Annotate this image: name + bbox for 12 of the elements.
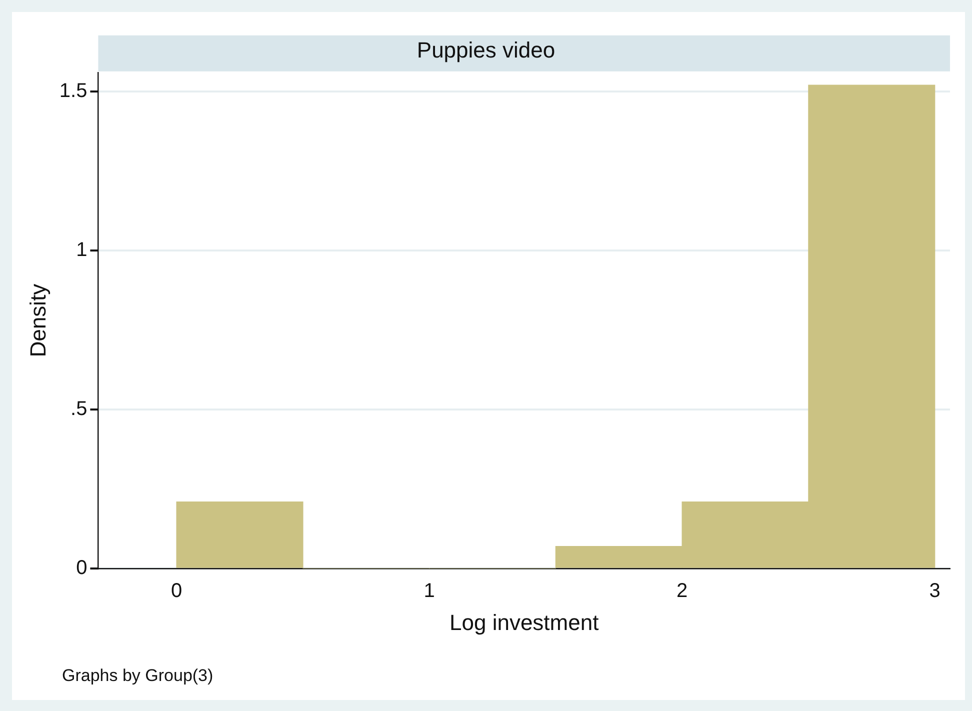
y-tick-label: 0	[76, 557, 88, 580]
y-axis-title: Density	[25, 284, 50, 358]
chart-title: Puppies video	[416, 37, 556, 62]
y-tick-label: .5	[70, 398, 88, 420]
x-tick-label: 1	[424, 580, 435, 602]
text: Graphs by Group(3)	[62, 666, 214, 686]
x-tick-label: 3	[929, 580, 940, 602]
y-tick-label: 1.5	[59, 80, 88, 102]
x-axis-title: Log investment	[450, 610, 599, 635]
x-tick-label: 0	[170, 580, 182, 602]
y-tick-label: 1	[76, 239, 88, 262]
x-tick-label: 2	[676, 580, 688, 602]
